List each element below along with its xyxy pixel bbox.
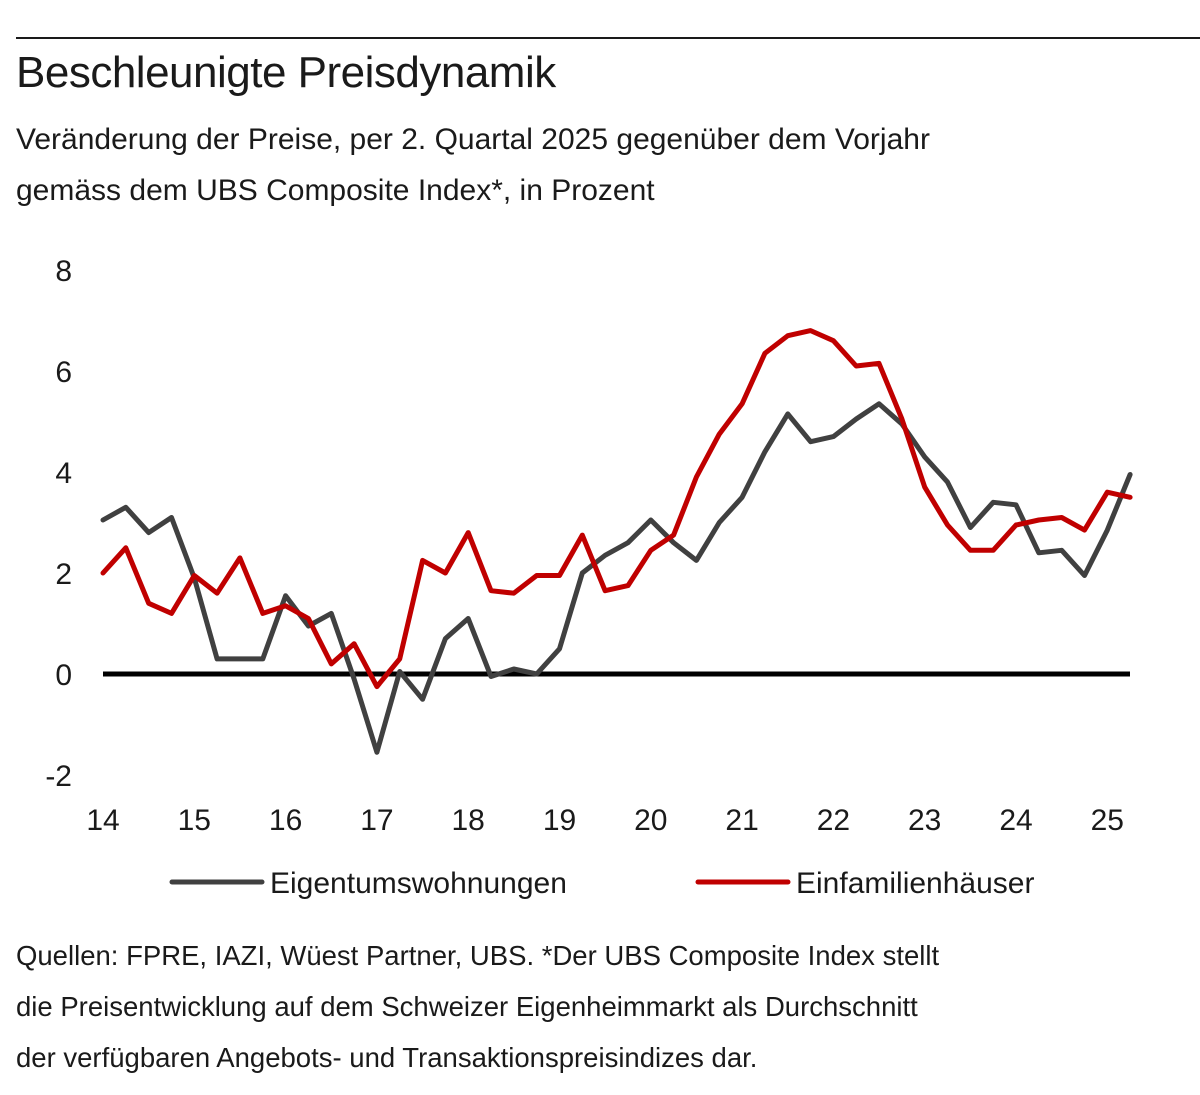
x-tick-label: 18 [452, 804, 485, 837]
x-tick-label: 23 [908, 804, 941, 837]
y-tick-label: 2 [55, 558, 72, 591]
y-tick-label: 6 [55, 356, 72, 389]
source-line-3: der verfügbaren Angebots- und Transaktio… [16, 1042, 758, 1073]
x-tick-label: 14 [86, 804, 119, 837]
y-tick-label: 8 [55, 255, 72, 288]
legend-label-eigentumswohnungen: Eigentumswohnungen [270, 867, 567, 900]
y-axis-ticks: 8 6 4 2 0 -2 [45, 255, 72, 793]
x-tick-label: 15 [178, 804, 211, 837]
series-lines [100, 328, 1133, 755]
source-line-1: Quellen: FPRE, IAZI, Wüest Partner, UBS.… [16, 940, 940, 971]
y-tick-label: -2 [45, 760, 72, 793]
legend-label-einfamilienhaeuser: Einfamilienhäuser [796, 867, 1034, 900]
series-line-einfamilienhaeuser [100, 328, 1133, 690]
source-line-2: die Preisentwicklung auf dem Schweizer E… [16, 991, 918, 1022]
x-tick-label: 16 [269, 804, 302, 837]
series-line-eigentumswohnungen [100, 401, 1133, 755]
top-rule [16, 37, 1200, 39]
x-tick-label: 22 [817, 804, 850, 837]
x-axis-ticks: 14 15 16 17 18 19 20 21 22 23 24 25 [86, 804, 1124, 837]
y-tick-label: 4 [55, 457, 72, 490]
subtitle-line-1: Veränderung der Preise, per 2. Quartal 2… [16, 123, 930, 156]
x-tick-label: 19 [543, 804, 576, 837]
y-tick-label: 0 [55, 659, 72, 692]
x-tick-label: 25 [1091, 804, 1124, 837]
x-tick-label: 21 [725, 804, 758, 837]
source-note: Quellen: FPRE, IAZI, Wüest Partner, UBS.… [16, 930, 1196, 1083]
subtitle-line-2: gemäss dem UBS Composite Index*, in Proz… [16, 174, 655, 207]
x-tick-label: 24 [999, 804, 1032, 837]
x-tick-label: 20 [634, 804, 667, 837]
x-tick-label: 17 [360, 804, 393, 837]
chart-subtitle: Veränderung der Preise, per 2. Quartal 2… [16, 114, 1196, 216]
legend: Eigentumswohnungen Einfamilienhäuser [169, 867, 1034, 900]
chart-title: Beschleunigte Preisdynamik [16, 48, 556, 97]
